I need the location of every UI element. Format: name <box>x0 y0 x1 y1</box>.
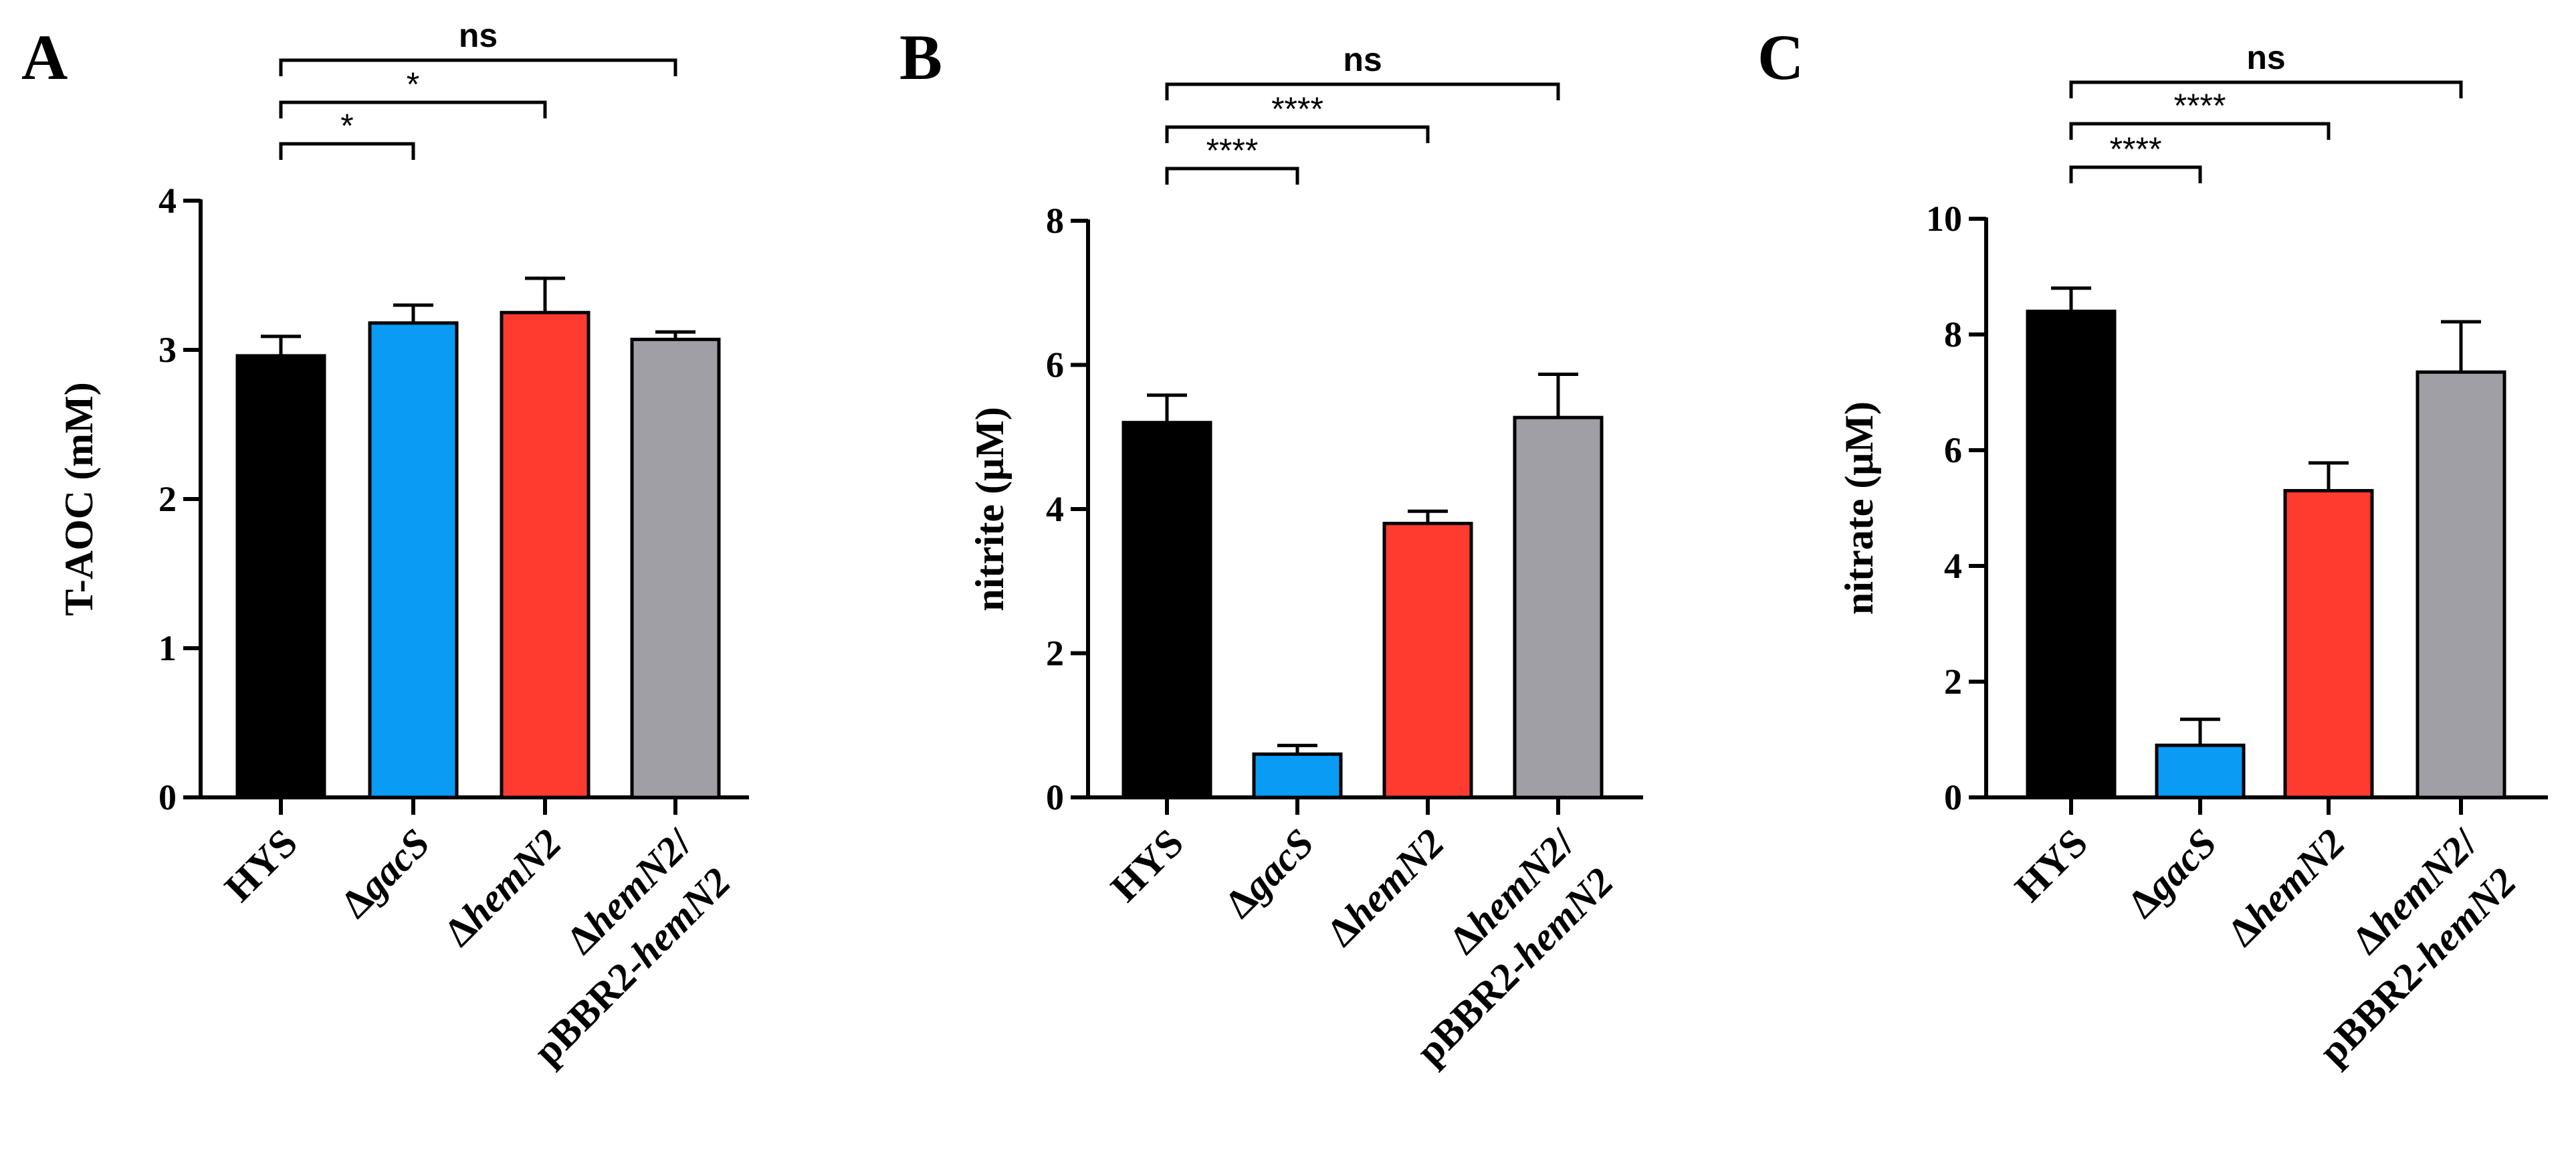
significance-bracket <box>279 142 415 160</box>
y-tick-label: 10 <box>1926 199 1962 239</box>
x-tick-label: ΔgacS <box>2119 821 2225 926</box>
bar <box>500 310 591 799</box>
significance-label: ns <box>1343 41 1382 78</box>
significance-label: ns <box>2246 39 2285 76</box>
significance-label: **** <box>2174 87 2226 124</box>
x-tick-label: ΔhemN2 <box>436 821 570 955</box>
y-tick-label: 0 <box>1046 777 1064 817</box>
significance-label: ns <box>459 17 498 54</box>
y-tick-label: 6 <box>1944 430 1962 470</box>
bar <box>630 337 721 799</box>
y-tick-label: 6 <box>1046 345 1064 385</box>
x-tick-label: HYS <box>216 821 306 910</box>
bar <box>1121 421 1212 799</box>
significance-bracket <box>2069 80 2463 98</box>
y-tick-label: 4 <box>1944 546 1962 586</box>
bar <box>1252 752 1343 799</box>
bar <box>235 354 326 799</box>
y-tick-label: 2 <box>1046 633 1064 674</box>
x-tick-label: ΔgacS <box>1216 821 1322 926</box>
significance-bracket <box>1165 82 1560 100</box>
significance-label: **** <box>1206 132 1259 169</box>
y-axis-label: nitrate (μM) <box>1837 401 1881 615</box>
x-tick-label: HYS <box>1102 821 1192 910</box>
bar <box>1513 415 1604 799</box>
y-tick-label: 2 <box>1944 662 1962 702</box>
significance-bracket <box>1165 167 1299 185</box>
x-tick-label: ΔhemN2 <box>2220 821 2354 955</box>
significance-bracket <box>2069 122 2331 140</box>
y-tick-label: 8 <box>1046 201 1064 241</box>
bar <box>2026 309 2117 799</box>
significance-label: **** <box>2110 130 2162 168</box>
significance-bracket <box>279 58 677 76</box>
bar <box>2283 489 2374 799</box>
significance-label: * <box>340 107 353 144</box>
bar <box>368 321 459 799</box>
y-tick-label: 8 <box>1944 314 1962 355</box>
y-tick-label: 1 <box>158 628 177 668</box>
x-tick-label: ΔgacS <box>332 821 438 926</box>
panel-letter: C <box>1757 21 1804 93</box>
x-tick-label: ΔhemN2 <box>1319 821 1453 955</box>
bar <box>1382 522 1473 799</box>
x-tick-label: HYS <box>2006 821 2096 910</box>
significance-bracket <box>2069 165 2202 183</box>
y-tick-label: 0 <box>158 777 177 817</box>
panel-letter: A <box>21 21 68 93</box>
bar <box>2416 370 2506 799</box>
bar <box>2155 743 2246 799</box>
panel-letter: B <box>899 21 942 93</box>
y-axis-label: nitrite (μM) <box>968 407 1012 611</box>
significance-bracket <box>279 100 547 118</box>
y-tick-label: 4 <box>1046 489 1064 529</box>
y-tick-label: 2 <box>158 479 177 519</box>
significance-label: **** <box>1271 90 1323 128</box>
y-tick-label: 0 <box>1944 777 1962 817</box>
significance-bracket <box>1165 125 1430 143</box>
y-tick-label: 4 <box>158 181 177 221</box>
significance-label: * <box>407 66 419 103</box>
y-axis-label: T-AOC (mM) <box>57 382 101 615</box>
y-tick-label: 3 <box>158 330 177 370</box>
